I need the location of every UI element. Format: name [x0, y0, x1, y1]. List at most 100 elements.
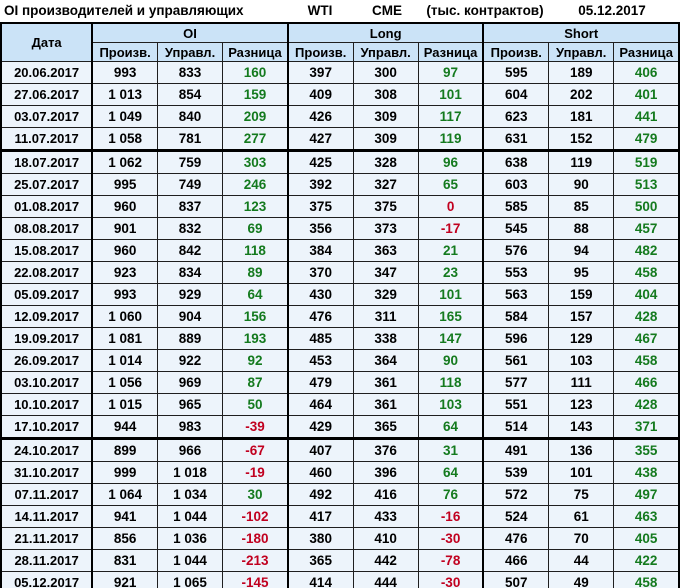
table-row: 21.11.2017 856 1 036 -180 380 410 -30 476 70 405	[0, 527, 680, 550]
cell-short-diff: 458	[613, 349, 680, 372]
cell-oi-diff: 277	[222, 127, 289, 152]
cell-short-managers: 157	[548, 305, 615, 328]
cell-short-managers: 136	[548, 438, 615, 462]
cell-short-producers: 585	[482, 195, 550, 218]
cell-long-producers: 426	[286, 105, 354, 128]
cell-short-diff: 406	[613, 61, 680, 84]
cell-long-managers: 433	[352, 505, 419, 528]
cell-long-diff: 64	[417, 461, 484, 484]
cell-short-producers: 604	[482, 83, 550, 106]
cell-oi-managers: 922	[156, 349, 224, 372]
table-row: 03.10.2017 1 056 969 87 479 361 118 577 111 466	[0, 371, 680, 394]
cell-oi-diff: 193	[222, 327, 289, 350]
cell-date: 18.07.2017	[0, 150, 93, 174]
cell-short-diff: 467	[613, 327, 680, 350]
cell-short-producers: 631	[482, 127, 550, 152]
cell-short-diff: 355	[613, 438, 680, 462]
cell-oi-producers: 993	[91, 61, 158, 84]
cell-oi-diff: 50	[222, 393, 289, 416]
cell-short-managers: 75	[548, 483, 615, 506]
cell-oi-managers: 904	[156, 305, 224, 328]
cell-oi-managers: 1 044	[156, 549, 224, 572]
cell-long-diff: 165	[417, 305, 484, 328]
column-group-long: Long	[286, 22, 484, 43]
table-row: 14.11.2017 941 1 044 -102 417 433 -16 524 61 463	[0, 505, 680, 528]
cell-long-diff: -17	[417, 217, 484, 240]
cell-long-producers: 370	[286, 261, 354, 284]
cell-date: 05.09.2017	[0, 283, 93, 306]
cell-short-producers: 584	[482, 305, 550, 328]
cell-long-managers: 329	[352, 283, 419, 306]
cell-short-diff: 404	[613, 283, 680, 306]
cell-long-managers: 361	[352, 393, 419, 416]
cell-short-producers: 476	[482, 527, 550, 550]
cell-long-diff: 101	[417, 283, 484, 306]
cell-short-diff: 428	[613, 393, 680, 416]
cell-long-diff: 103	[417, 393, 484, 416]
cell-date: 22.08.2017	[0, 261, 93, 284]
cell-oi-producers: 995	[91, 173, 158, 196]
cell-long-diff: 119	[417, 127, 484, 152]
cell-oi-producers: 923	[91, 261, 158, 284]
cell-date: 21.11.2017	[0, 527, 93, 550]
cell-date: 12.09.2017	[0, 305, 93, 328]
cell-oi-diff: 209	[222, 105, 289, 128]
cell-oi-diff: -39	[222, 415, 289, 440]
cell-long-managers: 416	[352, 483, 419, 506]
cell-short-managers: 88	[548, 217, 615, 240]
cell-long-managers: 375	[352, 195, 419, 218]
cell-long-producers: 425	[286, 150, 354, 174]
table-row: 27.06.2017 1 013 854 159 409 308 101 604 202 401	[0, 83, 680, 106]
cell-short-managers: 101	[548, 461, 615, 484]
cell-short-managers: 159	[548, 283, 615, 306]
cell-long-diff: 90	[417, 349, 484, 372]
column-header-short-managers: Управл.	[548, 42, 615, 62]
table-row: 05.12.2017 921 1 065 -145 414 444 -30 507 49 458	[0, 571, 680, 588]
cell-oi-producers: 921	[91, 571, 158, 588]
cell-oi-producers: 856	[91, 527, 158, 550]
cell-oi-managers: 965	[156, 393, 224, 416]
cell-short-managers: 49	[548, 571, 615, 588]
table-row: 11.07.2017 1 058 781 277 427 309 119 631 152 479	[0, 127, 680, 152]
cell-date: 31.10.2017	[0, 461, 93, 484]
cell-long-producers: 375	[286, 195, 354, 218]
cell-long-managers: 364	[352, 349, 419, 372]
cell-long-producers: 409	[286, 83, 354, 106]
title-bar: OI производителей и управляющих WTI CME …	[0, 0, 680, 22]
cell-long-diff: 0	[417, 195, 484, 218]
cell-long-producers: 365	[286, 549, 354, 572]
cell-long-producers: 427	[286, 127, 354, 152]
cell-short-diff: 463	[613, 505, 680, 528]
column-header-short-producers: Произв.	[482, 42, 550, 62]
cell-oi-diff: 123	[222, 195, 289, 218]
column-header-oi-diff: Разница	[222, 42, 289, 62]
column-header-short-diff: Разница	[613, 42, 680, 62]
cell-long-producers: 392	[286, 173, 354, 196]
cell-short-managers: 189	[548, 61, 615, 84]
cell-long-managers: 347	[352, 261, 419, 284]
cell-long-managers: 444	[352, 571, 419, 588]
table-row: 20.06.2017 993 833 160 397 300 97 595 189 406	[0, 61, 680, 84]
cell-short-producers: 561	[482, 349, 550, 372]
cell-oi-producers: 993	[91, 283, 158, 306]
exchange-label: CME	[372, 3, 402, 18]
cell-short-producers: 638	[482, 150, 550, 174]
cell-long-managers: 311	[352, 305, 419, 328]
cell-short-managers: 119	[548, 150, 615, 174]
cell-short-diff: 371	[613, 415, 680, 440]
cell-short-managers: 61	[548, 505, 615, 528]
cell-short-diff: 428	[613, 305, 680, 328]
cell-oi-diff: 159	[222, 83, 289, 106]
table-row: 03.07.2017 1 049 840 209 426 309 117 623 181 441	[0, 105, 680, 128]
cell-long-managers: 327	[352, 173, 419, 196]
cell-oi-managers: 837	[156, 195, 224, 218]
cell-long-managers: 373	[352, 217, 419, 240]
cell-short-managers: 123	[548, 393, 615, 416]
cell-short-producers: 603	[482, 173, 550, 196]
cell-short-diff: 438	[613, 461, 680, 484]
cell-long-producers: 479	[286, 371, 354, 394]
cell-date: 17.10.2017	[0, 415, 93, 440]
cell-long-managers: 309	[352, 127, 419, 152]
cell-oi-diff: -19	[222, 461, 289, 484]
